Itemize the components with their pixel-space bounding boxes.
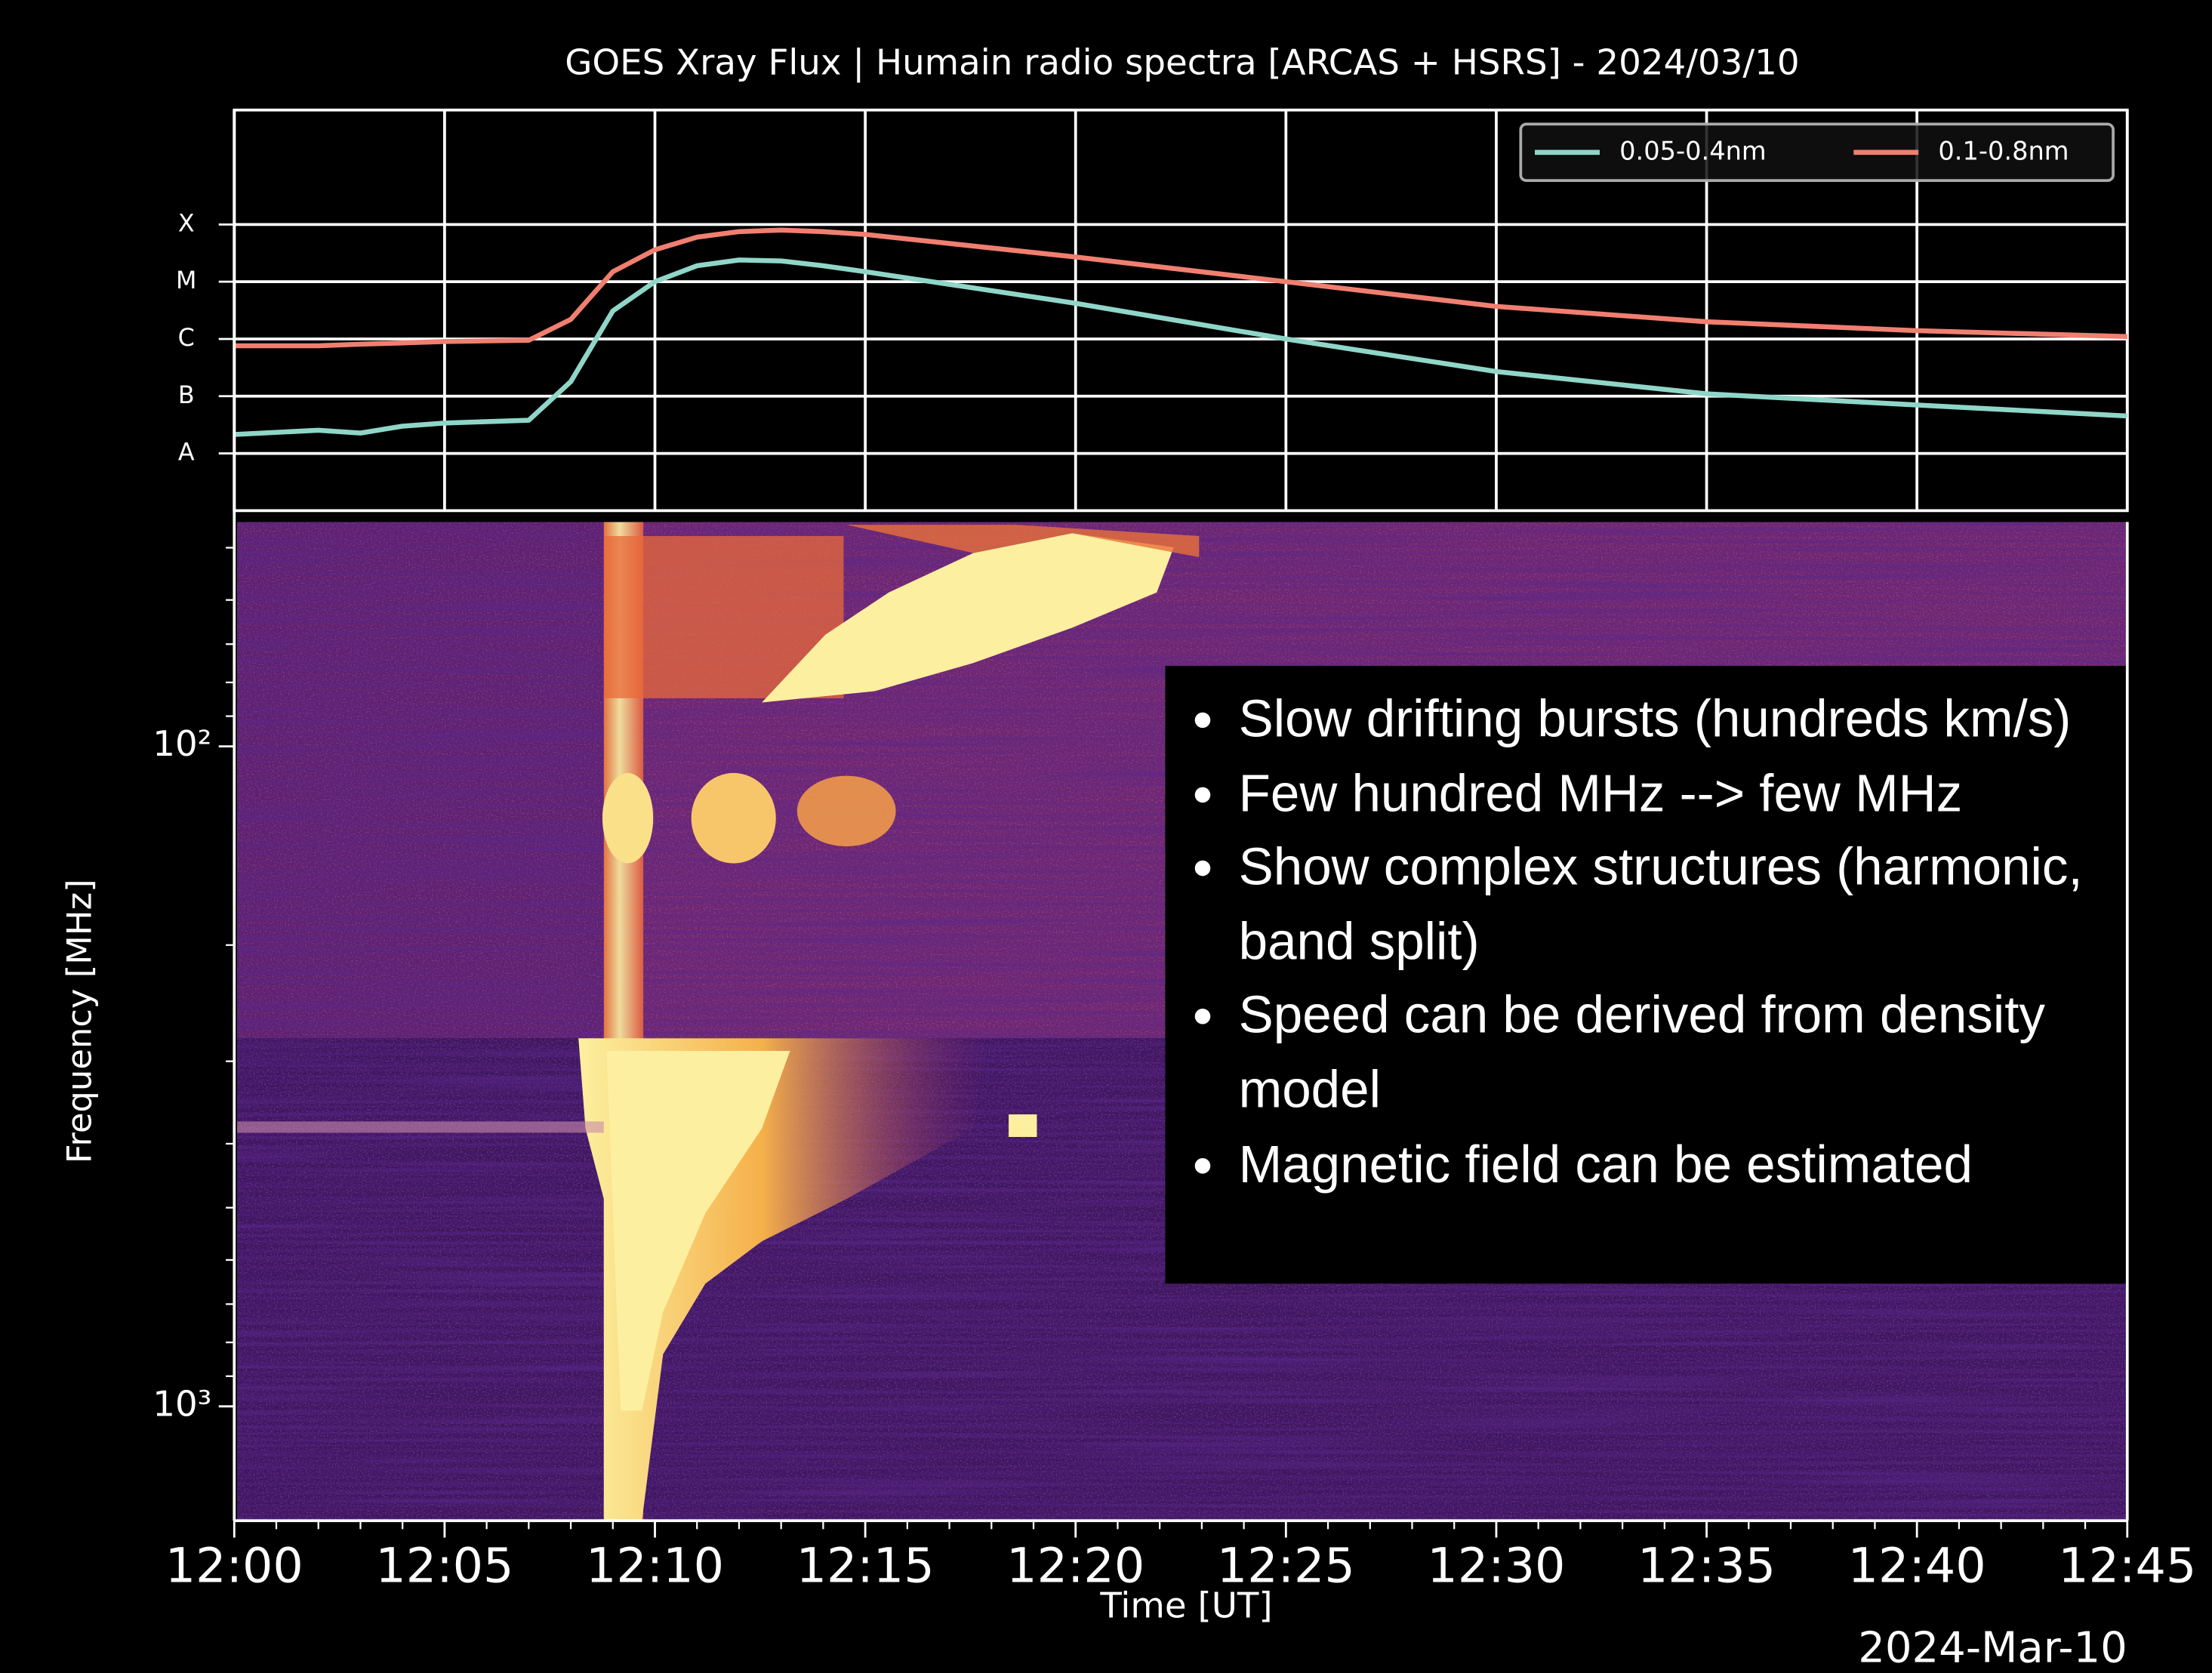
x-tick-label: 12:00 [165, 1537, 303, 1593]
annotation: Show complex structures (harmonic, band … [1236, 831, 2130, 980]
x-tick-label: 12:05 [375, 1537, 513, 1593]
x-tick-label: 12:45 [2058, 1537, 2196, 1593]
x-tick-label: 12:25 [1217, 1537, 1355, 1593]
x-axis-label: Time [UT] [1099, 1586, 1272, 1627]
annotation-box [1165, 665, 2130, 1284]
x-tick-label: 12:35 [1637, 1537, 1776, 1593]
y-tick-label: B [178, 382, 195, 409]
series-line [234, 227, 2127, 349]
legend-box [1519, 122, 2115, 183]
x-tick-label: 12:10 [586, 1537, 724, 1593]
annotation: Few hundred MHz --> few MHz [1236, 757, 2130, 831]
annotation-list: Slow drifting bursts (hundreds km/s)Few … [1165, 682, 2130, 1202]
annotation: Magnetic field can be estimated [1236, 1128, 2130, 1202]
y-tick-label: C [178, 325, 195, 352]
annotation: Slow drifting bursts (hundreds km/s) [1236, 682, 2130, 756]
chart-title: GOES Xray Flux | Humain radio spectra [A… [565, 42, 1799, 83]
y-tick-label: X [178, 210, 195, 237]
x-tick-label: 12:15 [796, 1537, 935, 1593]
y-axis-label: Frequency [MHz] [59, 879, 99, 1163]
annotation: Speed can be derived from density model [1236, 979, 2130, 1128]
x-tick-label: 12:30 [1427, 1537, 1565, 1593]
series-line [234, 257, 2127, 437]
y-tick-label: M [176, 267, 196, 294]
bullet-list: Slow drifting bursts (hundreds km/s)Few … [1165, 682, 2130, 1202]
legend-label: 0.1-0.8nm [1938, 136, 2069, 165]
y-tick-label: A [178, 439, 195, 467]
y-tick-label: 10² [152, 724, 211, 765]
date-label: 2024-Mar-10 [1858, 1624, 2127, 1673]
x-tick-label: 12:40 [1848, 1537, 1986, 1593]
y-tick-label: 10³ [152, 1384, 211, 1425]
annotation-area: Slow drifting bursts (hundreds km/s)Few … [1165, 682, 2130, 1283]
x-tick-label: 12:20 [1006, 1537, 1145, 1593]
legend-label: 0.05-0.4nm [1619, 136, 1767, 165]
